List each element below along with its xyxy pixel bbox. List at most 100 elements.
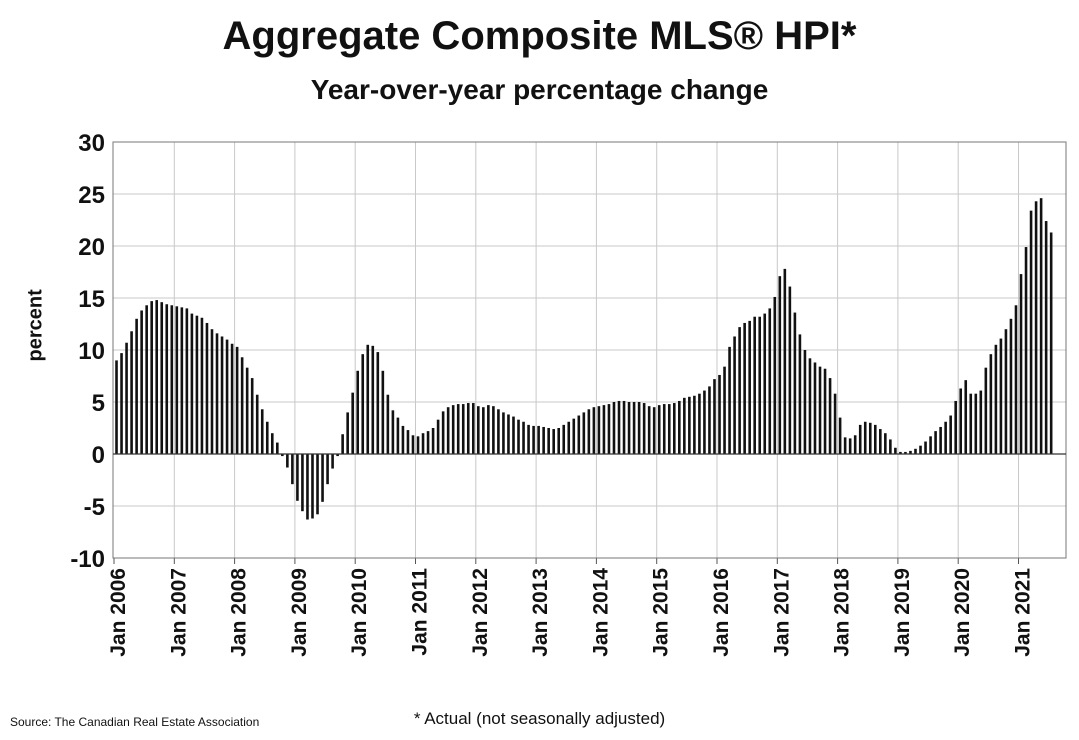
bar — [813, 362, 817, 454]
bar — [944, 421, 947, 454]
bar — [914, 448, 917, 454]
bar — [321, 454, 324, 502]
bar — [934, 431, 937, 454]
bar — [753, 316, 756, 454]
bar — [884, 433, 887, 454]
bar — [833, 393, 837, 454]
bar — [939, 426, 942, 454]
bar — [899, 451, 902, 454]
bar — [270, 433, 274, 454]
bar — [492, 406, 495, 454]
x-tick-label: Jan 2017 — [770, 568, 793, 657]
bar — [743, 322, 746, 454]
bar — [1044, 221, 1048, 454]
bar — [371, 345, 375, 454]
bar — [341, 434, 344, 454]
bar — [592, 407, 596, 454]
bar — [482, 407, 485, 454]
bar — [863, 421, 867, 454]
bar — [477, 406, 480, 454]
bar — [456, 404, 460, 454]
bar — [140, 310, 143, 454]
bar — [642, 403, 646, 454]
bar — [959, 388, 963, 454]
bar — [698, 393, 701, 454]
bar — [220, 336, 224, 454]
bar — [703, 390, 706, 454]
bar — [215, 333, 219, 454]
y-tick-label: 0 — [92, 442, 105, 469]
bar — [879, 429, 882, 454]
bar — [919, 445, 922, 454]
x-tick-label: Jan 2009 — [288, 568, 311, 657]
x-tick-label: Jan 2011 — [409, 568, 432, 656]
bar — [311, 454, 314, 519]
bar — [441, 411, 445, 454]
bar — [245, 367, 249, 454]
bar — [1049, 232, 1053, 454]
bar — [718, 374, 721, 454]
bar — [331, 454, 334, 469]
bar — [602, 405, 606, 454]
bar — [788, 286, 792, 454]
bar — [763, 313, 767, 454]
bar — [858, 424, 862, 454]
bar — [994, 344, 998, 454]
bar — [527, 424, 530, 454]
bar — [587, 409, 591, 454]
bar — [145, 305, 148, 454]
bar — [843, 437, 847, 454]
bar — [346, 412, 349, 454]
bar — [652, 407, 656, 454]
bar — [597, 406, 601, 454]
bar — [828, 378, 832, 454]
bar — [627, 402, 631, 454]
bar — [873, 424, 877, 454]
bar — [1009, 318, 1013, 454]
bar — [632, 402, 636, 454]
bar — [160, 302, 164, 454]
x-tick-label: Jan 2008 — [228, 568, 251, 657]
y-tick-label: 25 — [78, 182, 105, 209]
bar — [205, 322, 209, 454]
bar — [200, 317, 204, 454]
bar — [451, 405, 455, 454]
bar — [250, 378, 254, 454]
bar — [1029, 210, 1033, 454]
bar — [678, 400, 681, 454]
bar — [381, 370, 385, 454]
bar — [848, 438, 852, 454]
bar — [471, 403, 475, 454]
bar — [713, 379, 716, 454]
bar — [391, 410, 395, 454]
y-tick-label: -10 — [70, 546, 105, 573]
bar — [487, 405, 490, 454]
bar — [572, 418, 576, 454]
bar — [542, 426, 545, 454]
bar — [522, 421, 525, 454]
bar — [647, 406, 651, 454]
bar — [783, 268, 787, 454]
bar — [326, 454, 329, 485]
bar — [366, 344, 370, 454]
bar — [984, 367, 988, 454]
y-tick-label: 5 — [92, 390, 105, 417]
bar — [803, 350, 807, 454]
bar — [260, 409, 264, 454]
bar — [758, 316, 762, 454]
bar — [316, 454, 319, 515]
bar — [406, 430, 410, 454]
bar — [547, 428, 550, 454]
bar — [909, 450, 912, 454]
bar — [683, 397, 686, 454]
bar — [235, 346, 239, 454]
bar — [351, 392, 354, 454]
x-tick-label: Jan 2013 — [529, 568, 552, 657]
bar — [667, 404, 671, 454]
bar — [853, 435, 857, 454]
bar — [276, 442, 279, 454]
x-tick-label: Jan 2021 — [1012, 568, 1035, 657]
bar — [964, 380, 968, 454]
bar — [904, 451, 907, 454]
bar — [1019, 274, 1023, 454]
